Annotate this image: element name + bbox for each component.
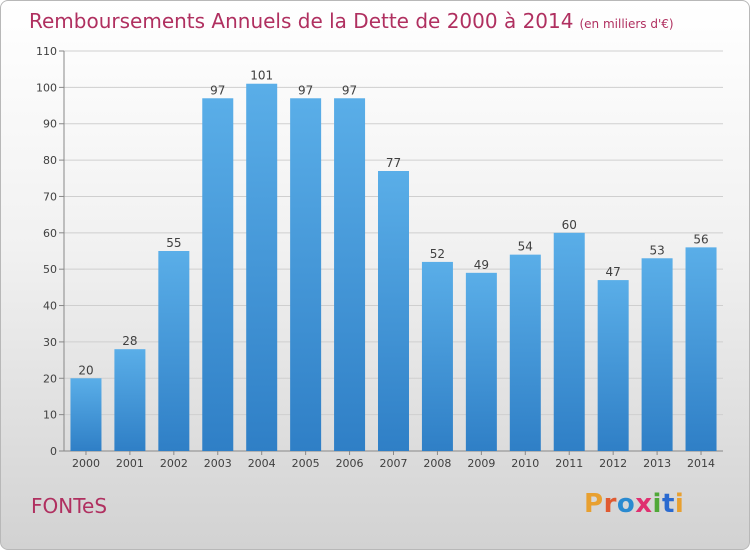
y-tick-label: 100 [36,81,57,94]
proxiti-logo: Proxiti [584,489,685,519]
bar [158,251,190,451]
bar [334,98,366,451]
bar [597,280,629,451]
y-tick-label: 80 [43,154,57,167]
y-tick-label: 110 [36,45,57,58]
chart-title-text: Remboursements Annuels de la Dette de 20… [29,9,574,33]
x-tick-label: 2010 [511,457,539,470]
data-label: 97 [342,83,357,97]
bar [246,83,278,452]
data-label: 28 [122,334,137,348]
x-tick-label: 2014 [687,457,715,470]
y-tick-label: 0 [50,445,57,458]
data-label: 55 [166,236,181,250]
data-label: 60 [562,218,577,232]
bar [70,378,102,451]
x-tick-label: 2007 [380,457,408,470]
bar [378,171,409,451]
town-name: FONTeS [31,494,108,518]
data-label: 20 [78,363,93,377]
bar [685,247,717,451]
data-label: 54 [518,240,533,254]
x-tick-label: 2004 [248,457,276,470]
bar [290,98,322,451]
data-label: 101 [250,69,273,83]
y-tick-label: 10 [43,409,57,422]
data-label: 47 [606,265,621,279]
x-tick-label: 2000 [72,457,100,470]
bar [114,349,146,451]
y-tick-label: 30 [43,336,57,349]
bar [202,98,234,451]
bar [553,232,585,451]
data-label: 49 [474,258,489,272]
x-tick-label: 2008 [423,457,451,470]
x-tick-label: 2006 [336,457,364,470]
x-tick-label: 2002 [160,457,188,470]
x-tick-label: 2003 [204,457,232,470]
x-tick-label: 2001 [116,457,144,470]
y-tick-label: 50 [43,263,57,276]
data-label: 77 [386,156,401,170]
x-tick-label: 2013 [643,457,671,470]
y-tick-label: 20 [43,372,57,385]
data-label: 56 [693,232,708,246]
data-label: 97 [298,83,313,97]
x-tick-label: 2005 [292,457,320,470]
x-tick-label: 2009 [467,457,495,470]
data-label: 53 [649,243,664,257]
y-tick-label: 60 [43,227,57,240]
bar [641,258,673,451]
y-tick-label: 40 [43,300,57,313]
x-tick-label: 2011 [555,457,583,470]
data-label: 52 [430,247,445,261]
bar [509,254,541,451]
y-tick-label: 90 [43,118,57,131]
data-label: 97 [210,83,225,97]
chart-title: Remboursements Annuels de la Dette de 20… [29,9,674,33]
x-tick-label: 2012 [599,457,627,470]
bar [421,261,453,451]
chart-subtitle: (en milliers d'€) [579,17,674,31]
bar [465,272,497,451]
y-tick-label: 70 [43,190,57,203]
